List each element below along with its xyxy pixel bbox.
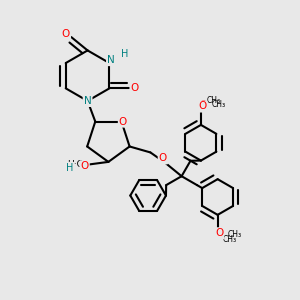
Text: H·O: H·O [68, 160, 84, 169]
Text: N: N [84, 96, 92, 106]
Text: H: H [121, 49, 129, 58]
Text: CH₃: CH₃ [228, 230, 242, 239]
Text: O: O [215, 228, 223, 238]
Text: O: O [216, 230, 224, 240]
Text: O: O [199, 100, 207, 110]
Text: O: O [119, 117, 127, 127]
Text: O: O [130, 83, 139, 93]
Text: O: O [80, 161, 89, 171]
Text: O: O [198, 101, 206, 112]
Text: N: N [107, 55, 115, 65]
Text: O: O [62, 29, 70, 39]
Text: CH₃: CH₃ [211, 100, 226, 109]
Text: CH₃: CH₃ [223, 235, 237, 244]
Text: H: H [66, 163, 74, 173]
Text: O: O [159, 153, 167, 164]
Text: CH₃: CH₃ [206, 96, 220, 105]
